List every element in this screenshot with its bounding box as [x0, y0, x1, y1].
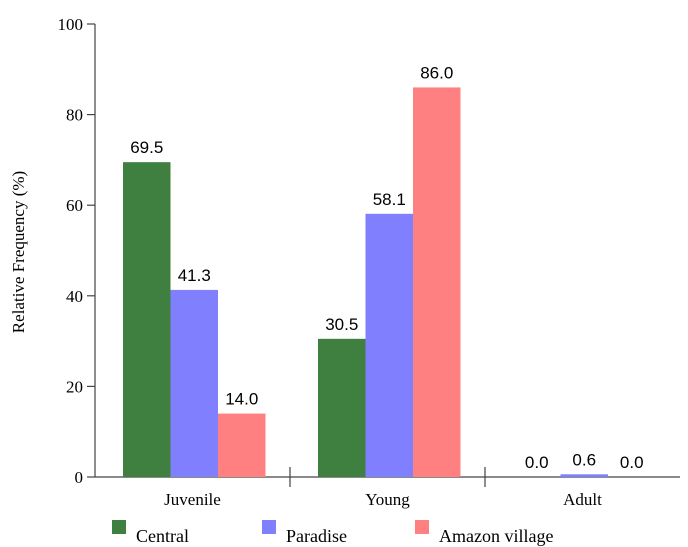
x-tick-label: Adult: [563, 490, 602, 509]
bar: [560, 474, 608, 477]
bar-value-label: 0.0: [525, 453, 549, 472]
y-tick-label: 0: [75, 468, 84, 487]
bar: [170, 289, 218, 477]
x-tick-label: Juvenile: [164, 490, 221, 509]
bar-value-label: 41.3: [178, 266, 211, 285]
legend-label: Amazon village: [439, 526, 553, 546]
legend-swatch: [415, 520, 429, 534]
bar-value-label: 58.1: [373, 190, 406, 209]
bar-value-label: 30.5: [325, 315, 358, 334]
bar-value-label: 86.0: [420, 63, 453, 82]
bar-labels: 69.5 41.3 14.0 30.5 58.1 86.0 0.0 0.6 0.0: [130, 63, 643, 472]
y-tick-label: 60: [66, 196, 83, 215]
bar: [218, 413, 266, 477]
bar: [123, 162, 171, 478]
y-tick-label: 40: [66, 287, 83, 306]
bar-value-label: 0.6: [572, 450, 596, 469]
bar-value-label: 0.0: [620, 453, 644, 472]
legend-swatch: [112, 520, 126, 534]
y-axis-title: Relative Frequency (%): [9, 171, 28, 333]
bar-value-label: 69.5: [130, 138, 163, 157]
x-tick-label: Young: [365, 490, 410, 509]
legend-swatch: [262, 520, 276, 534]
bar: [318, 338, 366, 477]
y-tick-label: 100: [58, 15, 84, 34]
y-tick-label: 80: [66, 106, 83, 125]
y-tick-label: 20: [66, 377, 83, 396]
bar: [365, 213, 413, 477]
y-axis: 0 20 40 60 80 100: [58, 15, 96, 487]
bars: [123, 87, 608, 478]
x-axis: Juvenile Young Adult: [95, 467, 680, 509]
bar: [413, 87, 461, 478]
legend-label: Paradise: [286, 526, 347, 546]
bar-value-label: 14.0: [225, 390, 258, 409]
legend-label: Central: [136, 526, 189, 546]
legend: Central Paradise Amazon village: [112, 520, 553, 546]
